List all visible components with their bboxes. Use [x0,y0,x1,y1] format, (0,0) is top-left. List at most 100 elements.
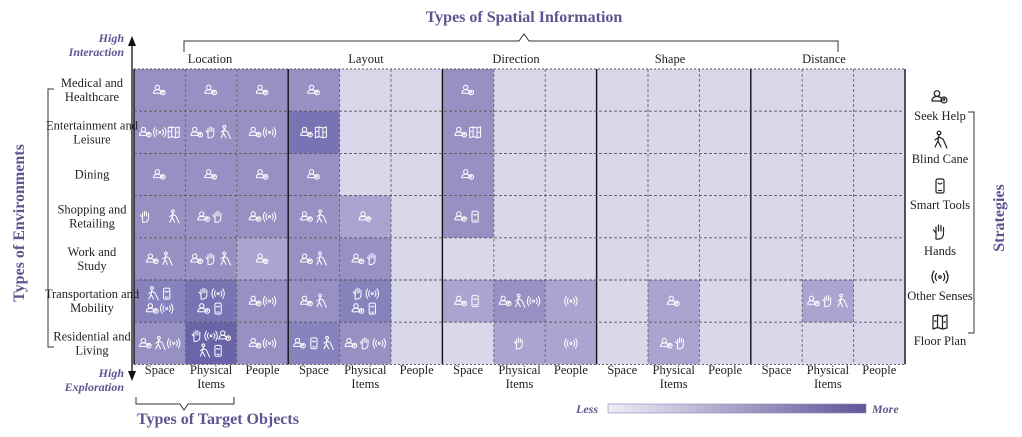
heatmap-cell [493,280,546,323]
seek-help-icon [300,126,313,138]
heatmap-cell [236,111,289,154]
heatmap-cell [802,153,854,196]
seek-help-icon [293,337,306,349]
heatmap-cell-bg [391,111,443,154]
heatmap-cell-bg [648,322,700,365]
seek-help-icon [307,169,320,180]
heatmap-cell-bg [493,111,546,154]
heatmap-cell [596,237,648,280]
heatmap-cell-bg [545,195,597,238]
other-senses-icon [564,295,578,307]
blind-cane-icon [169,209,180,224]
heatmap-cell-bg [339,280,391,323]
seek-help-icon [218,330,232,341]
heatmap-cell [185,280,237,323]
heatmap-cell [134,237,186,280]
heatmap-cell [699,195,751,238]
seek-help-icon [358,211,372,222]
hands-icon [675,337,684,350]
strategy-label: Seek Help [914,109,966,123]
target-objects-brace [135,397,235,411]
heatmap-cell-bg [853,322,905,365]
heatmap-cell-bg [545,111,597,154]
heatmap-cell [648,153,700,196]
strategy-legend-item: Smart Tools [910,178,970,212]
seek-help-icon [255,84,269,96]
target-object-label: Space [299,363,329,377]
heatmap-cell-bg [699,111,751,154]
hands-icon [513,337,523,350]
environment-label: Shopping and Retailing [57,203,127,231]
heatmap-cell-bg [750,111,803,154]
heatmap-cell-bg [545,280,597,323]
heatmap-cell-bg [236,195,289,238]
heatmap-cell-bg [853,69,905,112]
environment-labels: Medical and Healthcare Entertainment and Le… [45,76,140,357]
heatmap-cell-bg [648,153,700,196]
blind-cane-icon [220,251,232,266]
heatmap-cell-bg [853,111,905,154]
heatmap-cell-bg [699,322,751,365]
smart-tools-icon [163,287,171,300]
smart-tools-icon [214,302,222,315]
seek-help-icon [248,211,262,222]
heatmap-cell-bg [442,195,494,238]
hands-icon [366,252,376,265]
heatmap-cell [134,322,186,365]
seek-help-icon [454,211,468,222]
seek-help-icon [498,295,512,307]
seek-help-icon [145,303,159,314]
heatmap-cell [802,237,854,280]
spatial-info-headers: Location Layout Direction Shape Distance [188,52,847,66]
heatmap-cell [391,153,443,196]
heatmap-cell [853,69,905,112]
hands-icon [198,287,208,300]
heatmap-cell [391,280,443,323]
heatmap-cell-bg [339,153,391,196]
hands-icon [822,295,832,308]
heatmap-cell [596,153,648,196]
heatmap-cell-bg [545,322,597,365]
legend-more-label: More [871,402,899,416]
seek-help-icon [454,126,468,138]
heatmap-cell [493,237,546,280]
other-senses-icon [931,270,949,284]
heatmap-cell [545,322,597,365]
heatmap-cell-bg [750,195,803,238]
heatmap-cell [699,237,751,280]
strategy-label: Smart Tools [910,198,970,212]
blind-cane-icon [316,293,327,308]
target-object-label: Physical Items [807,363,850,391]
high-exploration-label: High Exploration [64,366,125,394]
blind-cane-icon [316,209,327,224]
heatmap-cell [339,153,391,196]
seek-help-icon [300,211,313,222]
strategy-legend: Seek Help Blind Cane Smart Tools Hands Other… [907,90,973,348]
target-object-label: Physical Items [653,363,696,391]
intensity-legend: Less More [575,402,899,416]
heatmap-cell [596,280,648,323]
smart-tools-icon [214,344,222,357]
heatmap-cell-bg [802,195,854,238]
heatmap-cell-bg [391,237,443,280]
top-title: Types of Spatial Information [426,9,623,26]
floor-plan-icon [469,126,482,139]
spatial-info-header: Distance [802,52,846,66]
other-senses-icon [372,338,387,349]
heatmap-cell-bg [802,322,854,365]
floor-plan-icon [167,126,180,139]
heatmap-cell [750,237,803,280]
heatmap-cell [236,237,289,280]
heatmap-cell-bg [493,237,546,280]
seek-help-icon [248,126,262,138]
seek-help-icon [454,295,468,307]
seek-help-icon [351,303,365,314]
heatmap-cell-bg [699,237,751,280]
heatmap-cell [493,111,546,154]
target-object-label: Space [762,363,792,377]
seek-help-icon [152,169,166,180]
seek-help-icon [300,295,313,307]
